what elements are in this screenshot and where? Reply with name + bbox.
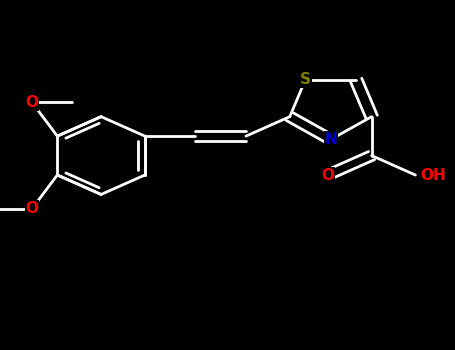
Text: O: O [25, 201, 39, 216]
Text: OH: OH [420, 168, 446, 182]
Text: S: S [300, 72, 311, 87]
Text: O: O [25, 95, 39, 110]
Text: O: O [321, 168, 334, 182]
Text: N: N [324, 132, 337, 147]
